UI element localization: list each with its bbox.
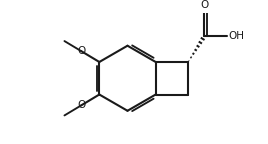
Text: OH: OH — [229, 31, 244, 41]
Text: O: O — [200, 0, 209, 10]
Text: O: O — [77, 100, 85, 110]
Text: O: O — [77, 46, 85, 56]
